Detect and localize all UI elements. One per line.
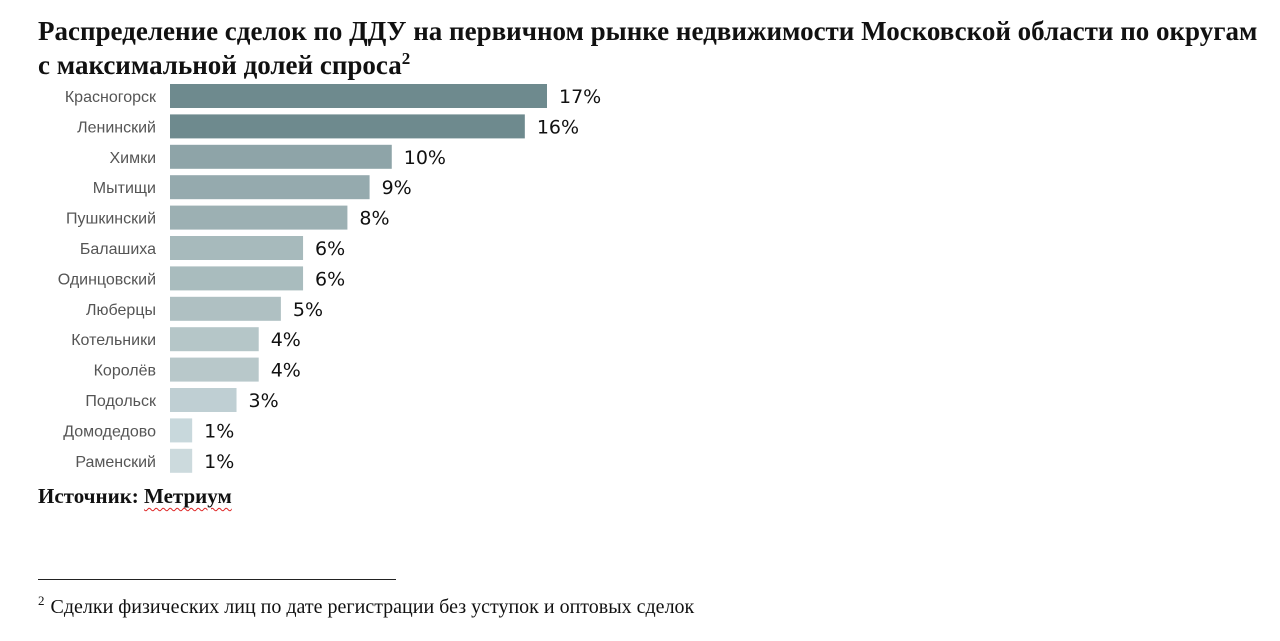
value-label: 17% [559, 86, 601, 108]
bar [170, 266, 304, 291]
value-label: 3% [249, 390, 279, 412]
bar [170, 144, 392, 169]
category-label: Балашиха [80, 241, 156, 258]
bar-chart: Красногорск 17% Ленинский 16% Химки 10% Мытищи… [58, 84, 601, 473]
value-label: 4% [271, 329, 301, 351]
category-label: Пушкинский [66, 211, 156, 228]
category-label: Ленинский [77, 119, 156, 136]
bar [170, 388, 237, 412]
value-label: 5% [293, 299, 323, 321]
bar [170, 114, 525, 139]
value-label: 6% [315, 268, 345, 290]
category-label: Котельники [71, 332, 156, 349]
category-label: Люберцы [86, 302, 156, 319]
footnote-marker: 2 [38, 593, 45, 609]
footnote-divider [38, 579, 396, 580]
bar [170, 296, 281, 321]
value-label: 10% [404, 147, 446, 169]
category-label: Одинцовский [58, 271, 156, 288]
value-label: 1% [204, 451, 234, 473]
value-label: 16% [537, 116, 579, 138]
value-label: 8% [359, 208, 389, 230]
title-footnote-marker: 2 [401, 49, 411, 68]
source-line: Источник: Метриум [38, 484, 232, 509]
source-label: Источник: [38, 484, 139, 508]
category-label: Домодедово [63, 423, 156, 440]
category-label: Подольск [85, 393, 157, 410]
bar [170, 205, 348, 230]
category-label: Химки [109, 150, 156, 167]
bar [170, 418, 193, 443]
category-label: Красногорск [65, 89, 157, 106]
category-label: Королёв [94, 363, 156, 380]
value-label: 1% [204, 420, 234, 442]
bar [170, 84, 547, 108]
category-label: Мытищи [93, 180, 156, 197]
bar [170, 175, 370, 200]
value-label: 6% [315, 238, 345, 260]
chart-title: Распределение сделок по ДДУ на первичном… [38, 14, 1268, 82]
bar [170, 357, 259, 382]
bar [170, 236, 304, 260]
category-label: Раменский [75, 454, 156, 471]
bar [170, 327, 259, 352]
value-label: 9% [382, 177, 412, 199]
bar [170, 448, 193, 473]
value-label: 4% [271, 360, 301, 382]
source-name: Метриум [144, 484, 232, 508]
chart-title-text: Распределение сделок по ДДУ на первичном… [38, 16, 1258, 80]
footnote-text: Сделки физических лиц по дате регистраци… [50, 596, 695, 618]
footnote: 2 Сделки физических лиц по дате регистрац… [38, 593, 695, 619]
